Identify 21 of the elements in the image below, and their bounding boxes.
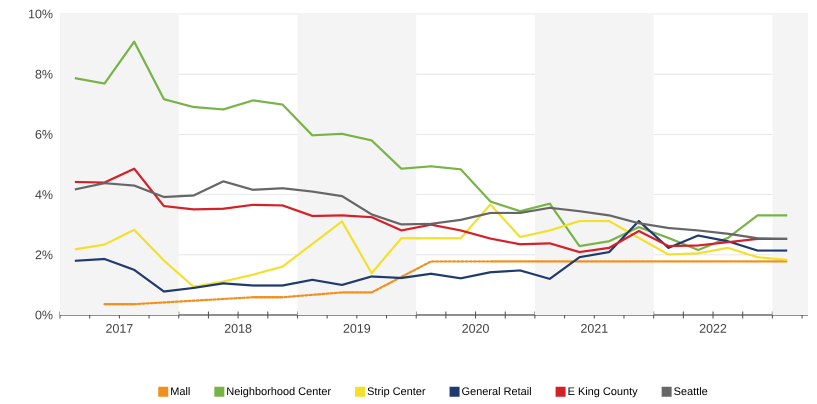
y-tick-label: 8% bbox=[36, 70, 53, 79]
y-tick-label: 0% bbox=[35, 310, 53, 320]
y-tick-label: 6% bbox=[36, 130, 53, 139]
x-tick-label: 2020 bbox=[462, 324, 489, 333]
legend-label: Mall bbox=[171, 387, 190, 396]
y-tick-label: 10% bbox=[29, 10, 53, 18]
legend-label: E King County bbox=[568, 387, 638, 398]
legend-label: Neighborhood Center bbox=[227, 387, 331, 398]
x-tick-label: 2021 bbox=[581, 324, 608, 333]
legend-label: Strip Center bbox=[368, 387, 426, 398]
x-tick-label: 2022 bbox=[700, 324, 726, 333]
line-series bbox=[74, 180, 788, 240]
x-tick-label: 2019 bbox=[344, 324, 370, 333]
legend-label: General Retail bbox=[462, 387, 531, 396]
y-tick-label: 2% bbox=[36, 250, 53, 260]
x-tick-label: 2017 bbox=[106, 324, 133, 333]
x-tick-label: 2018 bbox=[224, 324, 252, 333]
line-series bbox=[74, 40, 788, 252]
y-tick-label: 4% bbox=[35, 190, 53, 199]
legend-label: Seattle bbox=[674, 387, 708, 396]
line-series bbox=[74, 220, 788, 293]
